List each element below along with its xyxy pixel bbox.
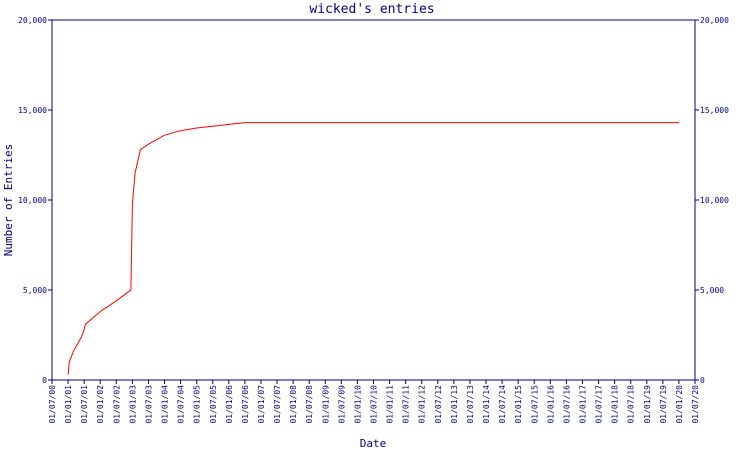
x-tick-label: 01/07/02 [112, 385, 121, 424]
x-tick-label: 01/07/08 [305, 385, 314, 424]
x-tick-label: 01/07/09 [337, 385, 346, 424]
x-tick-label: 01/01/17 [578, 385, 587, 424]
x-tick-label: 01/07/07 [273, 385, 282, 424]
x-tick-label: 01/07/15 [530, 385, 539, 424]
x-tick-label: 01/01/06 [225, 385, 234, 424]
y-tick-label-right: 15,000 [700, 106, 729, 115]
x-tick-label: 01/07/12 [434, 385, 443, 424]
x-tick-label: 01/07/00 [48, 385, 57, 424]
series-layer [67, 122, 679, 375]
x-tick-label: 01/07/20 [691, 385, 700, 424]
x-tick-label: 01/01/03 [128, 385, 137, 424]
x-tick-label: 01/07/01 [80, 385, 89, 424]
x-tick-label: 01/01/13 [450, 385, 459, 424]
x-tick-label: 01/07/11 [402, 385, 411, 424]
x-tick-label: 01/01/04 [161, 385, 170, 424]
y-axis-left-ticks: 0 5,000 10,000 15,000 20,000 [18, 16, 52, 385]
y-tick-label-right: 5,000 [700, 286, 724, 295]
x-tick-label: 01/07/18 [627, 385, 636, 424]
x-tick-label: 01/01/02 [96, 385, 105, 424]
x-tick-label: 01/07/03 [144, 385, 153, 424]
x-axis-ticks: 01/07/00 01/01/01 01/07/01 01/01/02 01/07/02… [48, 380, 700, 424]
y-tick-label-right: 0 [700, 376, 705, 385]
x-tick-label: 01/07/16 [562, 385, 571, 424]
x-tick-label: 01/07/17 [595, 385, 604, 424]
x-tick-label: 01/01/10 [353, 385, 362, 424]
y-axis-right-ticks: 0 5,000 10,000 15,000 20,000 [695, 16, 729, 385]
x-tick-label: 01/01/05 [193, 385, 202, 424]
x-tick-label: 01/01/15 [514, 385, 523, 424]
y-tick-label-left: 15,000 [18, 106, 47, 115]
x-tick-label: 01/07/06 [241, 385, 250, 424]
x-tick-label: 01/07/14 [498, 385, 507, 424]
x-tick-label: 01/07/19 [659, 385, 668, 424]
x-tick-label: 01/01/11 [386, 385, 395, 424]
y-tick-label-right: 20,000 [700, 16, 729, 25]
x-tick-label: 01/01/08 [289, 385, 298, 424]
x-axis-title: Date [360, 437, 387, 450]
x-tick-label: 01/01/12 [418, 385, 427, 424]
x-tick-label: 01/07/04 [177, 385, 186, 424]
x-tick-label: 01/07/10 [370, 385, 379, 424]
y-tick-label-right: 10,000 [700, 196, 729, 205]
x-tick-label: 01/01/14 [482, 385, 491, 424]
x-tick-label: 01/01/19 [643, 385, 652, 424]
y-axis-title: Number of Entries [2, 144, 15, 257]
chart-title: wicked's entries [309, 2, 434, 17]
x-tick-label: 01/01/07 [257, 385, 266, 424]
x-tick-label: 01/01/20 [675, 385, 684, 424]
x-tick-label: 01/01/16 [546, 385, 555, 424]
x-tick-label: 01/07/13 [466, 385, 475, 424]
y-tick-label-left: 20,000 [18, 16, 47, 25]
y-tick-label-left: 5,000 [23, 286, 47, 295]
x-tick-label: 01/01/09 [321, 385, 330, 424]
y-tick-label-left: 0 [42, 376, 47, 385]
x-tick-label: 01/01/01 [64, 385, 73, 424]
y-tick-label-left: 10,000 [18, 196, 47, 205]
plot-frame [51, 19, 696, 381]
series-line [67, 122, 679, 375]
x-tick-label: 01/07/05 [209, 385, 218, 424]
x-tick-label: 01/01/18 [611, 385, 620, 424]
